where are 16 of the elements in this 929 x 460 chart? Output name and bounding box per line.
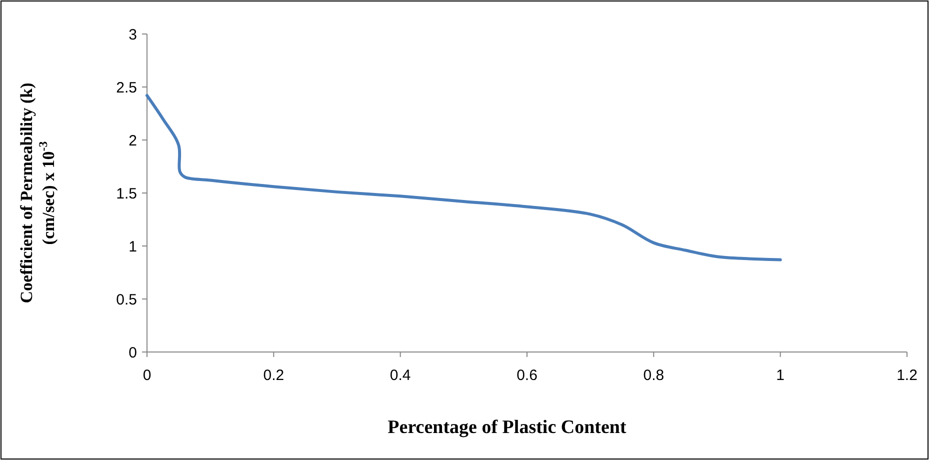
line-series [146,94,782,262]
x-axis-title: Percentage of Plastic Content [388,417,627,438]
y-tick-label: 2.5 [116,79,137,96]
x-tick-label: 0.6 [516,367,538,384]
x-tick-label: 0 [142,367,152,384]
y-tick-label: 1 [128,238,137,256]
y-tick-label: 0 [128,344,137,362]
x-tick-label: 0.4 [390,367,411,384]
y-tick-label: 3 [128,26,137,44]
x-tick-label: 0.2 [263,367,284,384]
x-tick-label: 1.2 [896,367,918,384]
y-tick-label: 0.5 [116,291,137,308]
y-tick-label: 2 [128,132,137,150]
x-tick-label: 0.8 [643,367,664,384]
x-tick-label: 1 [776,367,785,384]
y-tick-label: 1.5 [116,185,137,202]
